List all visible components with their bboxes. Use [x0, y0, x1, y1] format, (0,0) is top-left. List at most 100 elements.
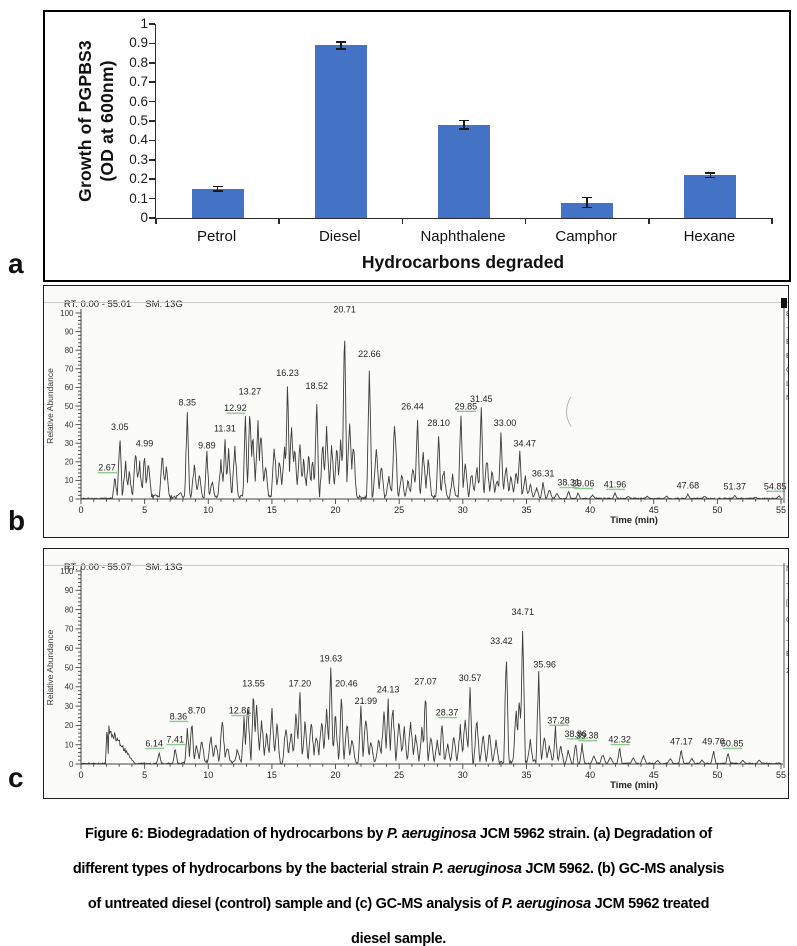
error-bar-top-cap	[705, 172, 716, 174]
cropped-info-text: E	[786, 337, 788, 346]
caption-line: different types of hydrocarbons by the b…	[20, 852, 777, 887]
bar-chart-category-labels: Petrol Diesel Naphthalene Camphor Hexane	[155, 228, 771, 245]
cropped-info-text: C	[786, 365, 788, 374]
gcms-treated-panel: RT: 0.00 - 55.07 SM: 13G 0 10 20 30 40 50 60 70 8…	[43, 548, 789, 799]
y-axis-tick-label: 0.6	[129, 93, 148, 109]
chromatogram-header: RT: 0.00 - 55.01 SM: 13G	[48, 288, 197, 321]
peak-label-28.37: 28.37	[436, 708, 459, 718]
caption-text: different types of hydrocarbons by the b…	[72, 861, 433, 877]
caption-text: of untreated diesel (control) sample and…	[87, 896, 502, 912]
y-axis-tick	[149, 120, 155, 122]
y-axis-tick	[149, 197, 155, 200]
peak-label-31.45: 31.45	[470, 394, 493, 404]
y-tick-label: 40	[65, 420, 74, 429]
x-axis-tick	[648, 218, 650, 224]
x-tick-label: 25	[394, 505, 404, 515]
peak-label-33.42: 33.42	[490, 636, 513, 646]
cropped-info-text: _E	[785, 632, 788, 641]
peak-label-51.37: 51.37	[724, 481, 747, 491]
y-axis-tick	[149, 23, 155, 25]
y-tick-label: 80	[65, 605, 74, 614]
gcms-untreated-diesel-control-plot: 0 10 20 30 40 50 60 70 80 90 100 0 5 10 15 20 25 30 35 40 45…	[45, 298, 788, 526]
cropped-info-text: G	[786, 615, 788, 624]
y-tick-label: 30	[65, 439, 74, 448]
caption-species-name: P. aeruginosa	[386, 826, 477, 842]
caption-species-name: P. aeruginosa	[501, 896, 592, 912]
peak-label-16.23: 16.23	[276, 368, 299, 378]
peak-label-49.70: 49.70	[702, 736, 725, 746]
peak-label-8.70: 8.70	[188, 706, 206, 716]
error-bar-line	[340, 41, 342, 49]
peak-label-34.47: 34.47	[513, 439, 536, 449]
chromatogram-trace	[80, 340, 782, 501]
category-label-diesel: Diesel	[318, 228, 361, 245]
smoothing-text: SM: 13G	[145, 562, 183, 573]
y-axis-tick-label: 0.1	[129, 190, 148, 206]
x-tick-label: 30	[458, 505, 468, 515]
category-label-camphor: Camphor	[555, 228, 618, 245]
y-axis-tick	[149, 62, 155, 64]
peak-label-41.96: 41.96	[604, 479, 627, 489]
error-bar-bottom-cap	[459, 128, 469, 130]
y-axis-tick	[149, 139, 155, 142]
caption-species-name: P. aeruginosa	[432, 861, 522, 877]
peak-label-35.96: 35.96	[533, 659, 556, 669]
error-bar-top-cap	[582, 196, 593, 199]
y-axis-tick	[149, 217, 155, 219]
y-tick-label: 70	[65, 625, 74, 634]
x-tick-label: 50	[712, 505, 722, 515]
y-tick-label: 40	[65, 683, 74, 692]
caption-line: Figure 6: Biodegradation of hydrocarbons…	[20, 817, 777, 852]
x-tick-label: 0	[78, 770, 83, 780]
cropped-info-text: L	[786, 379, 788, 388]
y-axis-tick	[149, 81, 155, 83]
bar-camphor	[561, 202, 614, 218]
y-tick-label: 0	[69, 760, 74, 769]
peak-label-47.68: 47.68	[677, 480, 700, 490]
x-tick-label: 50	[712, 770, 722, 780]
y-axis-tick	[149, 100, 155, 103]
x-tick-label: 55	[776, 770, 786, 780]
y-axis-title-line1: Growth of PGPBS3	[75, 40, 95, 202]
cropped-info-text: E	[786, 649, 788, 658]
bar-petrol	[191, 188, 244, 218]
x-tick-label: 35	[521, 505, 531, 515]
peak-label-28.10: 28.10	[427, 418, 450, 428]
peak-label-11.31: 11.31	[214, 424, 236, 434]
x-tick-label: 5	[142, 505, 147, 515]
x-tick-label: 5	[142, 770, 147, 780]
peak-label-13.27: 13.27	[239, 386, 262, 396]
peak-label-47.17: 47.17	[670, 736, 693, 746]
panel-c-letter: c	[8, 762, 24, 793]
peak-label-9.89: 9.89	[198, 440, 216, 450]
x-axis-tick	[401, 218, 404, 224]
y-axis-tick-label: 0.9	[129, 35, 148, 51]
y-tick-label: 60	[65, 383, 74, 392]
x-tick-label: 20	[331, 770, 341, 780]
caption-line: of untreated diesel (control) sample and…	[20, 887, 777, 922]
x-tick-label: 20	[331, 505, 341, 515]
x-tick-label: 35	[521, 770, 531, 780]
gcms-treated-diesel-plot: 0 10 20 30 40 50 60 70 80 90 100 0 5 10 15 20 25 30 35 40 45…	[45, 563, 788, 791]
y-axis-tick-label: 0	[140, 210, 148, 225]
smoothing-text: SM: 13G	[145, 299, 183, 310]
crop-corner-mark	[781, 298, 787, 308]
peak-label-2.67: 2.67	[98, 463, 116, 473]
y-tick-label: 80	[65, 346, 74, 355]
peak-label-21.99: 21.99	[355, 696, 378, 706]
y-axis-tick-label: 0.2	[129, 171, 148, 187]
peak-label-39.38: 39.38	[576, 731, 599, 741]
category-label-naphthalene: Naphthalene	[420, 228, 506, 245]
chromatogram-trace	[80, 630, 782, 766]
y-axis-tick-label: 0.4	[129, 132, 148, 148]
x-axis-tick	[771, 218, 773, 224]
peak-label-54.85: 54.85	[764, 481, 787, 491]
peak-label-20.46: 20.46	[335, 679, 358, 689]
x-tick-label: 55	[776, 505, 786, 515]
peak-label-17.20: 17.20	[289, 679, 312, 689]
y-tick-label: 10	[65, 476, 74, 485]
peak-label-19.63: 19.63	[320, 654, 343, 664]
y-tick-label: 90	[65, 327, 74, 336]
peak-label-33.00: 33.00	[494, 418, 517, 428]
